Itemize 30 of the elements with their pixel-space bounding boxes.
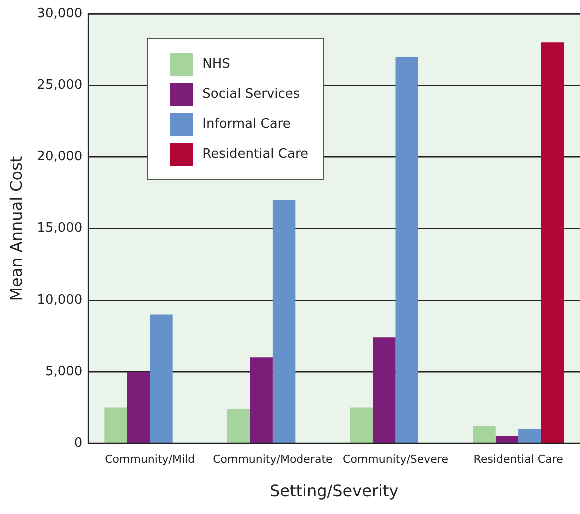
y-axis-title: Mean Annual Cost (6, 156, 26, 302)
bar (396, 56, 418, 443)
y-tick-label: 30,000 (37, 6, 83, 22)
x-tick-label: Community/Severe (343, 453, 449, 466)
bar (227, 409, 250, 443)
bar (127, 372, 150, 443)
x-axis-title: Setting/Severity (270, 482, 399, 501)
bar (150, 314, 173, 443)
x-tick-label: Residential Care (474, 453, 564, 466)
y-tick-label: 25,000 (37, 78, 83, 93)
y-tick-label: 5,000 (45, 364, 83, 380)
y-tick-label: 15,000 (37, 221, 83, 236)
legend-label: Residential Care (202, 146, 309, 162)
bar (496, 436, 519, 443)
y-tick-label: 10,000 (37, 292, 83, 308)
x-tick-label: Community/Mild (105, 453, 196, 466)
legend-label: NHS (202, 56, 230, 72)
x-tick-label: Community/Moderate (213, 453, 333, 466)
bar (104, 408, 128, 443)
bar (518, 429, 542, 443)
bar (541, 42, 564, 443)
y-tick-label: 0 (74, 436, 83, 451)
bar (373, 338, 396, 443)
bar (473, 426, 496, 443)
y-tick-label: 20,000 (37, 150, 83, 165)
legend-label: Social Services (202, 86, 300, 102)
bar (350, 408, 374, 443)
legend-label: Informal Care (202, 116, 291, 132)
bar (272, 200, 296, 443)
bar (250, 358, 273, 443)
